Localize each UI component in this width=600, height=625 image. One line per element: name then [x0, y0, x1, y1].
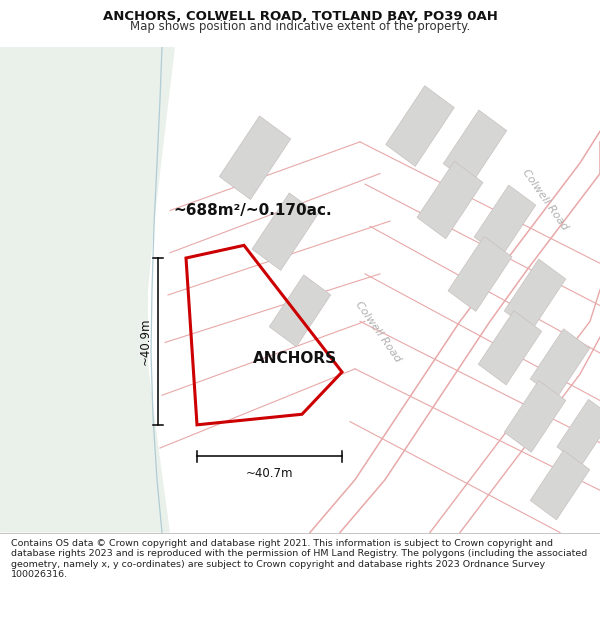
Text: ~688m²/~0.170ac.: ~688m²/~0.170ac.	[173, 203, 332, 218]
Text: Map shows position and indicative extent of the property.: Map shows position and indicative extent…	[130, 20, 470, 32]
Text: Colwell Road: Colwell Road	[353, 299, 403, 364]
Bar	[252, 193, 318, 271]
Bar	[504, 259, 566, 331]
Text: ANCHORS, COLWELL ROAD, TOTLAND BAY, PO39 0AH: ANCHORS, COLWELL ROAD, TOTLAND BAY, PO39…	[103, 10, 497, 23]
Text: ~40.9m: ~40.9m	[139, 318, 152, 365]
Bar	[557, 399, 600, 465]
Text: Contains OS data © Crown copyright and database right 2021. This information is : Contains OS data © Crown copyright and d…	[11, 539, 587, 579]
Text: ~40.7m: ~40.7m	[246, 467, 293, 480]
Bar	[530, 329, 590, 398]
Bar	[448, 236, 512, 311]
Bar	[478, 311, 542, 385]
Bar	[474, 185, 536, 257]
Polygon shape	[0, 47, 175, 532]
Bar	[220, 116, 290, 199]
Bar	[417, 161, 483, 239]
Bar	[269, 275, 331, 347]
Text: Colwell Road: Colwell Road	[520, 168, 570, 232]
Bar	[530, 450, 590, 520]
Bar	[386, 86, 454, 166]
Text: ANCHORS: ANCHORS	[253, 351, 337, 366]
Bar	[443, 110, 507, 184]
Bar	[504, 381, 566, 452]
